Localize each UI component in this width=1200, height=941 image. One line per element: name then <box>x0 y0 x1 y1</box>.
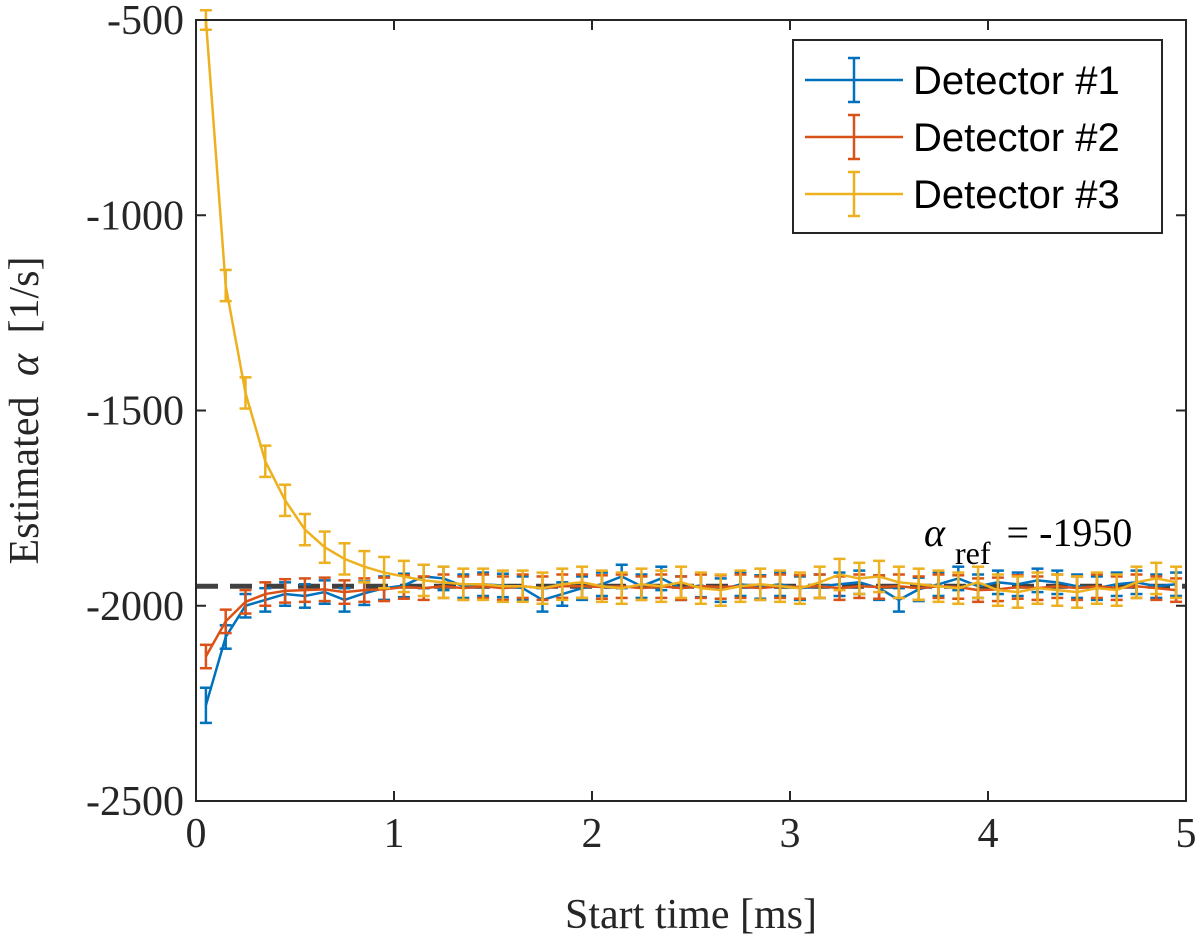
series-group <box>199 8 1183 725</box>
legend-entry: Detector #1 <box>805 56 1120 104</box>
error-bar <box>1031 571 1044 606</box>
error-bar <box>833 557 846 592</box>
error-bar <box>932 569 945 604</box>
x-tick-label: 4 <box>978 811 999 857</box>
series-line <box>204 584 1177 658</box>
error-bar <box>239 588 252 615</box>
error-bar <box>1170 565 1183 600</box>
x-tick-label: 1 <box>384 811 405 857</box>
error-bar <box>635 567 648 602</box>
error-bar <box>774 569 787 604</box>
error-bar <box>912 567 925 602</box>
error-bar <box>655 569 668 604</box>
error-bar <box>338 542 351 576</box>
error-bar <box>1051 573 1064 607</box>
y-tick-label: -500 <box>107 0 184 44</box>
error-bar <box>576 565 589 600</box>
error-bar <box>437 565 450 600</box>
error-bar <box>199 643 212 670</box>
x-axis-label: Start time [ms] <box>565 892 817 938</box>
error-bar <box>298 512 311 547</box>
reference-annotation: α ref = -1950 <box>924 510 1132 573</box>
error-bar <box>477 567 490 602</box>
series-3 <box>199 8 1183 609</box>
error-bar <box>219 608 232 635</box>
error-bar <box>892 565 905 600</box>
error-bar <box>793 571 806 606</box>
error-bar <box>952 571 965 606</box>
x-tick-label: 3 <box>780 811 801 857</box>
error-bar <box>279 577 292 604</box>
x-tick-label: 5 <box>1176 811 1197 857</box>
legend-label: Detector #3 <box>913 173 1120 217</box>
error-bar <box>734 569 747 604</box>
error-bar <box>556 567 569 602</box>
legend-entry: Detector #3 <box>805 170 1120 218</box>
x-tick-label: 0 <box>186 811 207 857</box>
legend: Detector #1 Detector #2 Detector #3 <box>792 39 1163 234</box>
error-bar <box>1071 575 1084 609</box>
error-bar <box>1130 565 1143 600</box>
error-bar <box>714 573 727 607</box>
y-axis-label-unit: [1/s] <box>2 256 48 333</box>
legend-label: Detector #1 <box>913 59 1120 103</box>
error-bar <box>496 569 509 604</box>
y-tick-label: -1000 <box>86 193 184 239</box>
error-bar <box>457 567 470 602</box>
error-bar <box>338 579 351 606</box>
error-bar <box>873 559 886 594</box>
error-bar <box>972 565 985 600</box>
error-bar <box>378 555 391 590</box>
y-tick-label: -2500 <box>86 779 184 825</box>
series-line <box>204 19 1177 594</box>
error-bar <box>1011 575 1024 609</box>
error-bar <box>259 444 272 479</box>
reference-annotation-subscript: ref <box>955 535 991 571</box>
error-bar <box>675 565 688 600</box>
error-bar <box>397 559 410 594</box>
legend-entry: Detector #2 <box>805 113 1120 161</box>
error-bar <box>754 567 767 602</box>
error-bar <box>358 549 371 584</box>
error-bar <box>318 530 331 565</box>
y-tick-label: -1500 <box>86 389 184 435</box>
error-bar <box>219 268 232 303</box>
reference-annotation-value: = -1950 <box>1007 510 1133 555</box>
error-bar <box>991 573 1004 607</box>
error-bar <box>259 581 272 607</box>
error-bar <box>279 483 292 518</box>
ticks-group: 0 1 2 3 4 5 -2500 -2000 -1500 -1000 -500 <box>86 0 1197 857</box>
error-bar <box>694 571 707 606</box>
y-axis-label: Estimated α [1/s] <box>2 256 48 564</box>
reference-annotation-symbol: α <box>924 510 946 555</box>
legend-label: Detector #2 <box>913 116 1120 160</box>
error-bar <box>318 576 331 603</box>
error-bar <box>536 571 549 606</box>
y-axis-label-symbol: α <box>2 353 48 376</box>
error-bar <box>1090 571 1103 606</box>
error-bar <box>615 571 628 606</box>
x-tick-label: 2 <box>582 811 603 857</box>
error-bar <box>516 569 529 604</box>
error-bar <box>1110 573 1123 607</box>
error-bar <box>813 565 826 600</box>
y-tick-label: -2000 <box>86 584 184 630</box>
error-bar <box>1150 561 1163 596</box>
error-bar <box>595 569 608 604</box>
error-bar <box>417 563 430 598</box>
error-bar <box>853 561 866 596</box>
error-bar <box>298 577 311 604</box>
error-bar <box>199 686 212 725</box>
y-axis-label-text: Estimated <box>2 397 48 565</box>
error-bar <box>239 376 252 410</box>
